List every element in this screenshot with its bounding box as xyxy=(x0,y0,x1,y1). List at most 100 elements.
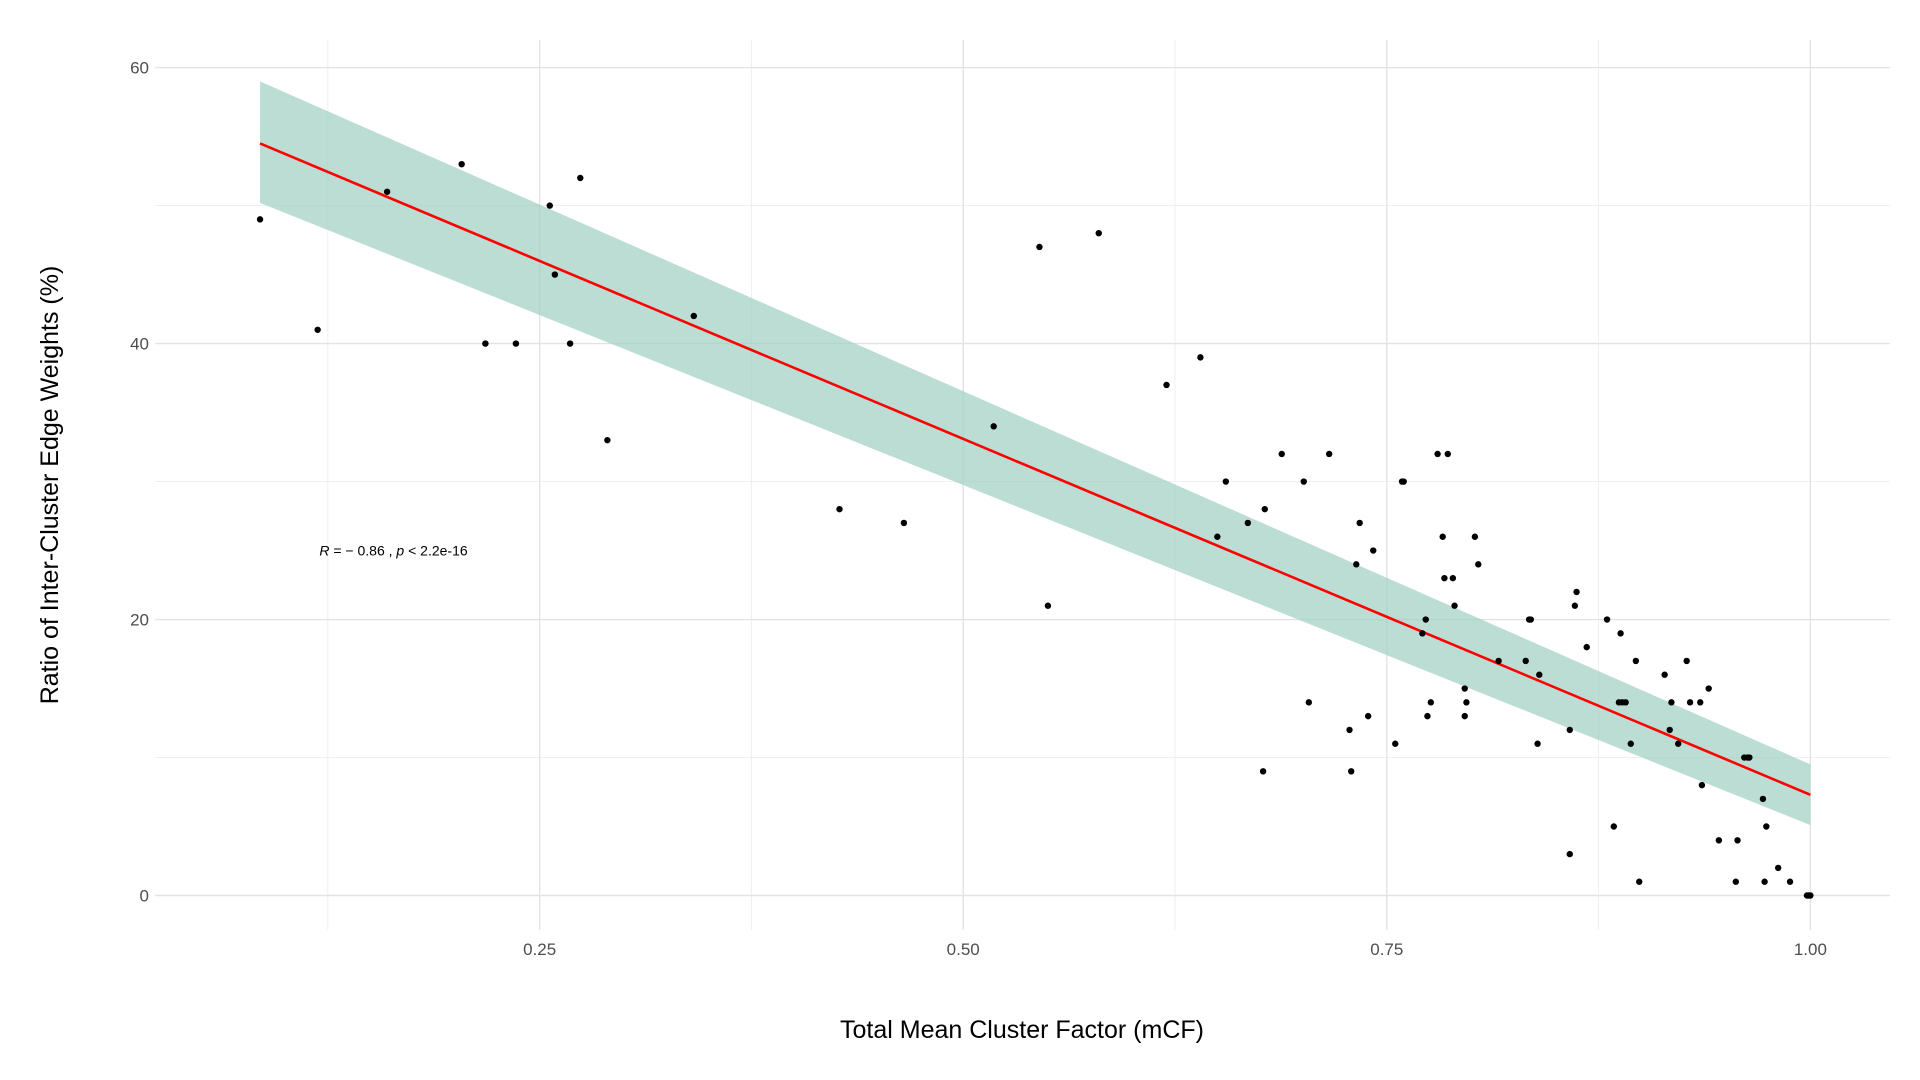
data-point xyxy=(1536,671,1543,678)
data-point xyxy=(1325,450,1333,458)
data-point xyxy=(1353,561,1360,568)
data-point xyxy=(1661,671,1668,678)
data-point xyxy=(1627,740,1634,747)
data-point xyxy=(1261,505,1268,513)
x-axis-title: Total Mean Cluster Factor (mCF) xyxy=(840,1016,1204,1044)
data-point xyxy=(1566,850,1573,858)
data-point xyxy=(1392,740,1399,747)
data-point xyxy=(900,519,908,527)
y-tick-label: 60 xyxy=(130,59,149,78)
data-point xyxy=(1475,561,1482,568)
x-tick-label: 0.50 xyxy=(947,940,980,959)
data-point xyxy=(1463,699,1470,706)
data-point xyxy=(1583,643,1590,651)
confidence-band xyxy=(260,81,1811,826)
x-tick-label: 1.00 xyxy=(1794,940,1827,959)
data-point xyxy=(1095,229,1102,237)
data-point xyxy=(1675,740,1682,747)
data-point xyxy=(1705,685,1712,692)
correlation-annotation: R = − 0.86 , p < 2.2e-16 xyxy=(319,543,468,559)
data-point xyxy=(1444,450,1451,458)
data-point xyxy=(1305,699,1313,706)
data-point xyxy=(314,326,321,333)
data-point xyxy=(1522,657,1529,665)
data-point xyxy=(604,436,611,444)
data-point xyxy=(1422,616,1429,623)
r-symbol: R xyxy=(319,543,329,559)
data-point xyxy=(577,174,584,182)
data-point xyxy=(1419,630,1426,637)
data-point xyxy=(1734,837,1741,844)
data-point xyxy=(383,188,391,195)
data-point xyxy=(256,216,264,223)
y-tick-labels: 0 20 40 60 xyxy=(130,59,149,906)
data-point xyxy=(458,160,465,168)
data-point xyxy=(1449,574,1457,582)
data-point xyxy=(1573,588,1580,596)
data-point xyxy=(1636,878,1643,885)
data-point xyxy=(1036,243,1043,251)
data-point xyxy=(1527,616,1535,623)
data-point xyxy=(546,202,553,209)
data-point xyxy=(1698,781,1706,789)
data-point xyxy=(1763,823,1770,830)
data-point xyxy=(836,505,843,513)
data-point xyxy=(1370,547,1377,554)
data-point xyxy=(990,423,997,430)
data-point xyxy=(1566,726,1573,734)
data-point xyxy=(1610,823,1618,830)
data-point xyxy=(1603,616,1611,623)
data-point xyxy=(1666,726,1673,734)
data-point xyxy=(1683,657,1690,665)
data-point xyxy=(1044,602,1052,609)
data-point xyxy=(1441,574,1448,582)
r-value: = − 0.86 , xyxy=(329,543,396,559)
data-point xyxy=(1214,533,1221,540)
data-point xyxy=(1632,657,1640,665)
data-point xyxy=(1434,450,1441,458)
data-point xyxy=(512,340,520,347)
data-point xyxy=(1617,630,1624,637)
data-point xyxy=(1163,381,1170,389)
data-point xyxy=(1278,450,1285,458)
data-point xyxy=(1774,864,1782,872)
data-point xyxy=(1622,699,1629,706)
y-tick-label: 40 xyxy=(130,335,149,354)
data-point xyxy=(1439,533,1446,540)
data-point xyxy=(1759,795,1767,803)
x-tick-label: 0.75 xyxy=(1370,940,1403,959)
y-axis-title: Ratio of Inter-Cluster Edge Weights (%) xyxy=(36,266,64,705)
data-point xyxy=(1686,699,1694,706)
p-value: < 2.2e-16 xyxy=(404,543,468,559)
data-point xyxy=(1715,837,1723,844)
regression-line xyxy=(259,142,1811,796)
y-tick-label: 20 xyxy=(130,611,149,630)
data-point xyxy=(1746,754,1753,761)
data-point xyxy=(1400,478,1407,485)
data-point xyxy=(551,271,559,278)
data-point xyxy=(1427,699,1435,706)
data-point xyxy=(1761,878,1768,885)
data-point xyxy=(1300,478,1307,485)
data-point xyxy=(1495,657,1502,665)
p-symbol: p xyxy=(395,543,404,559)
data-point xyxy=(1732,878,1740,885)
data-point xyxy=(1697,699,1704,706)
data-point xyxy=(1244,519,1252,527)
data-points xyxy=(256,160,1814,899)
data-point xyxy=(1534,740,1541,747)
x-tick-label: 0.25 xyxy=(523,940,556,959)
data-point xyxy=(1346,726,1353,734)
data-point xyxy=(1197,354,1204,361)
data-point xyxy=(1571,602,1579,609)
data-point xyxy=(1461,712,1468,720)
data-point xyxy=(1424,712,1431,720)
data-point xyxy=(1471,533,1479,540)
data-point xyxy=(482,340,489,347)
data-point xyxy=(1259,768,1267,775)
data-point xyxy=(1807,892,1814,899)
y-tick-label: 0 xyxy=(140,887,149,906)
data-point xyxy=(566,340,574,347)
